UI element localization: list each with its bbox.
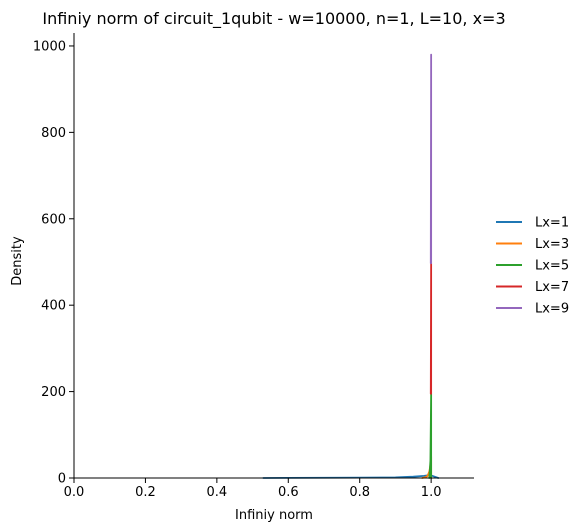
legend-label: Lx=9	[535, 302, 569, 317]
series-line	[428, 392, 433, 479]
x-axis-label: Infiniy norm	[235, 508, 313, 523]
y-tick-label: 800	[41, 126, 66, 141]
legend-label: Lx=1	[535, 216, 569, 231]
y-tick-label: 600	[41, 212, 66, 227]
y-axis-label: Density	[10, 236, 25, 286]
y-tick-label: 200	[41, 385, 66, 400]
x-tick-label: 0.4	[207, 485, 228, 500]
y-tick-label: 1000	[33, 39, 66, 54]
plot-series	[262, 53, 440, 479]
y-tick-label: 0	[58, 472, 66, 487]
axes	[73, 33, 474, 479]
y-ticks: 0 200 400 600 800 1000	[33, 39, 74, 487]
x-ticks: 0.0 0.2 0.4 0.6 0.8 1.0	[64, 478, 442, 500]
legend-label: Lx=3	[535, 237, 569, 252]
x-tick-label: 0.2	[135, 485, 156, 500]
chart-title: Infiniy norm of circuit_1qubit - w=10000…	[42, 9, 505, 29]
y-tick-label: 400	[41, 299, 66, 314]
legend: Lx=1 Lx=3 Lx=5 Lx=7 Lx=9	[496, 216, 569, 317]
x-tick-label: 0.0	[64, 485, 85, 500]
legend-label: Lx=7	[535, 280, 569, 295]
x-tick-label: 0.6	[278, 485, 299, 500]
x-tick-label: 0.8	[349, 485, 370, 500]
x-tick-label: 1.0	[421, 485, 442, 500]
legend-label: Lx=5	[535, 259, 569, 274]
